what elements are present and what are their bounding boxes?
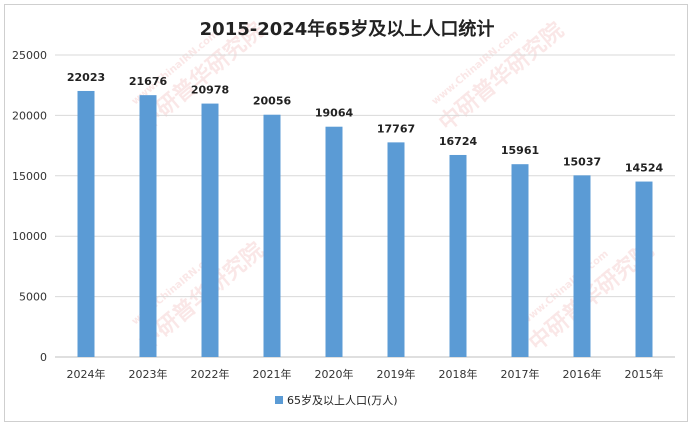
x-tick-label: 2015年	[625, 367, 664, 381]
bar[interactable]	[139, 95, 157, 357]
data-label: 16724	[439, 135, 478, 148]
legend-label: 65岁及以上人口(万人)	[287, 393, 398, 407]
data-label: 17767	[377, 122, 415, 135]
y-tick-label: 15000	[12, 170, 47, 183]
data-label: 15961	[501, 144, 539, 157]
chart-title: 2015-2024年65岁及以上人口统计	[200, 18, 495, 40]
y-tick-label: 0	[40, 351, 47, 364]
bar[interactable]	[77, 90, 95, 357]
y-tick-label: 25000	[12, 49, 47, 62]
x-tick-label: 2023年	[129, 367, 168, 381]
legend[interactable]: 65岁及以上人口(万人)	[275, 393, 398, 407]
x-tick-label: 2019年	[377, 367, 416, 381]
y-tick-label: 10000	[12, 230, 47, 243]
x-tick-label: 2024年	[67, 367, 106, 381]
y-tick-label: 5000	[19, 291, 47, 304]
data-label: 15037	[563, 155, 601, 168]
x-axis-ticks: 2024年 2023年 2022年 2021年 2020年 2019年 2018年 2017年…	[67, 367, 664, 381]
bar[interactable]	[387, 142, 405, 357]
data-label: 20978	[191, 84, 229, 97]
bar[interactable]	[449, 154, 467, 357]
x-tick-label: 2020年	[315, 367, 354, 381]
x-tick-label: 2018年	[439, 367, 478, 381]
bars	[77, 90, 653, 358]
data-label: 14524	[625, 162, 664, 175]
data-label: 22023	[67, 71, 105, 84]
data-labels: 22023 21676 20978 20056 19064 17767 16724 15961…	[67, 71, 664, 175]
bar[interactable]	[511, 164, 529, 357]
x-tick-label: 2022年	[191, 367, 230, 381]
x-tick-label: 2016年	[563, 367, 602, 381]
gridlines	[55, 54, 675, 358]
x-tick-label: 2021年	[253, 367, 292, 381]
data-label: 19064	[315, 107, 354, 120]
data-label: 20056	[253, 95, 292, 108]
legend-swatch	[275, 396, 283, 404]
bar[interactable]	[325, 126, 343, 357]
chart-frame: www.ChinaIRN.com 中研普华研究院 www.ChinaIRN.com 中…	[4, 4, 688, 422]
y-tick-label: 20000	[12, 109, 47, 122]
y-axis-ticks: 0 5000 10000 15000 20000 25000	[12, 49, 47, 364]
bar[interactable]	[263, 114, 281, 358]
x-tick-label: 2017年	[501, 367, 540, 381]
data-label: 21676	[129, 75, 168, 88]
bar[interactable]	[201, 103, 219, 358]
bar[interactable]	[635, 181, 653, 357]
bar[interactable]	[573, 175, 591, 357]
